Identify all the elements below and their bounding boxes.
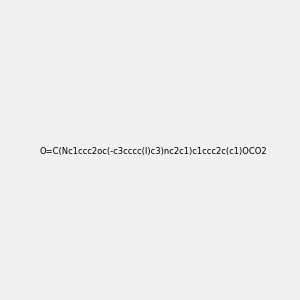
- Text: O=C(Nc1ccc2oc(-c3cccc(I)c3)nc2c1)c1ccc2c(c1)OCO2: O=C(Nc1ccc2oc(-c3cccc(I)c3)nc2c1)c1ccc2c…: [40, 147, 268, 156]
